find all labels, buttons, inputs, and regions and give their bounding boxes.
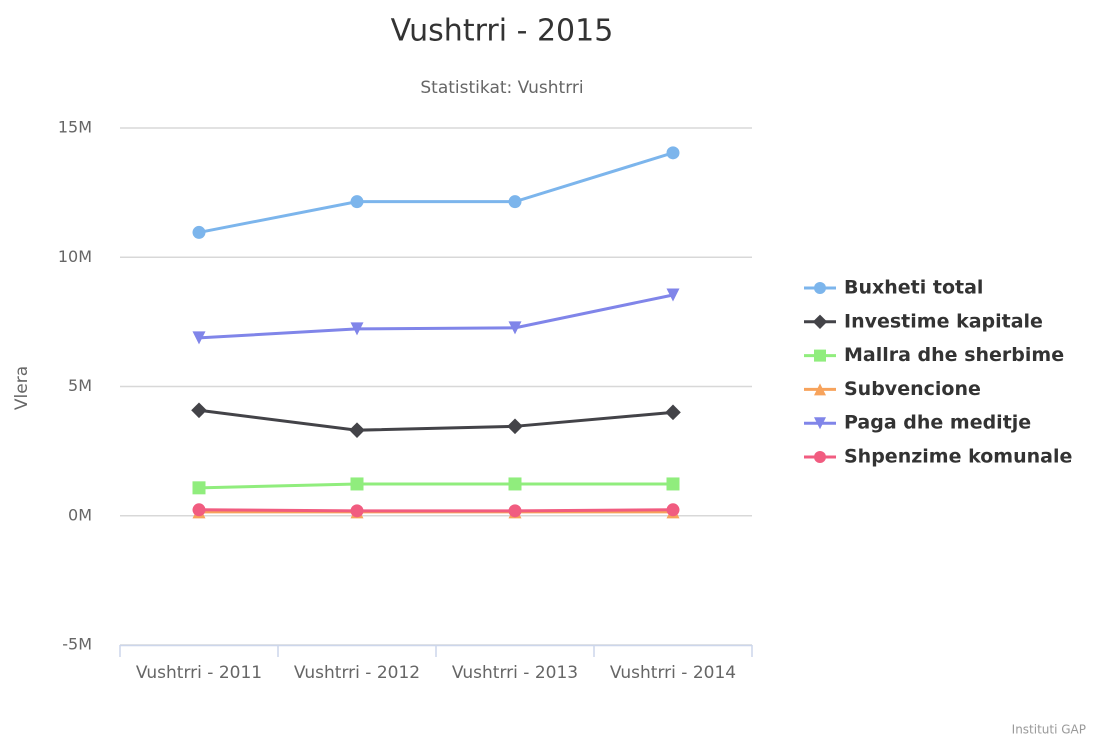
legend-label: Buxheti total — [844, 277, 983, 299]
legend-marker — [812, 314, 828, 329]
data-point — [666, 288, 680, 302]
credits: Instituti GAP — [1012, 723, 1086, 737]
x-tick-label: Vushtrri - 2014 — [609, 663, 737, 683]
y-axis-title: Vlera — [12, 366, 32, 410]
legend-marker — [814, 451, 826, 463]
data-point — [350, 477, 364, 491]
data-point — [191, 402, 207, 419]
y-tick-label: 5M — [68, 376, 92, 395]
data-point — [192, 481, 206, 495]
legend-marker — [814, 417, 826, 430]
data-point — [349, 422, 365, 438]
legend-label: Mallra dhe sherbime — [844, 344, 1064, 366]
series-line — [198, 408, 674, 432]
x-tick-label: Vushtrri - 2013 — [451, 663, 579, 683]
y-tick-label: -5M — [62, 635, 92, 654]
legend-label: Shpenzime komunale — [844, 446, 1072, 468]
y-tick-label: 10M — [58, 247, 92, 266]
data-point — [666, 477, 680, 491]
legend-label: Paga dhe meditje — [844, 412, 1031, 434]
data-point — [192, 331, 206, 345]
data-point — [665, 404, 681, 421]
legend-label: Investime kapitale — [844, 310, 1043, 332]
data-point — [192, 225, 206, 239]
data-point — [507, 418, 523, 435]
legend-marker — [814, 383, 826, 396]
series-line — [198, 151, 674, 234]
legend-marker — [814, 349, 826, 362]
data-point — [666, 503, 680, 517]
chart-subtitle: Statistikat: Vushtrri — [420, 78, 583, 98]
data-point — [350, 195, 364, 209]
x-tick-label: Vushtrri - 2011 — [135, 663, 263, 683]
data-point — [350, 322, 364, 336]
legend-marker — [814, 282, 826, 294]
legend-label: Subvencione — [844, 378, 981, 400]
data-point — [666, 146, 680, 160]
data-point — [508, 321, 522, 335]
series-line — [198, 293, 674, 340]
data-point — [350, 504, 364, 518]
y-tick-label: 0M — [68, 505, 92, 524]
data-point — [508, 477, 522, 491]
series-line — [198, 508, 674, 513]
data-point — [508, 195, 522, 209]
data-point — [508, 504, 522, 518]
x-tick-label: Vushtrri - 2012 — [293, 663, 421, 683]
chart-title: Vushtrri - 2015 — [391, 14, 614, 49]
data-point — [192, 503, 206, 517]
y-tick-label: 15M — [58, 118, 92, 137]
series-line — [198, 482, 673, 490]
